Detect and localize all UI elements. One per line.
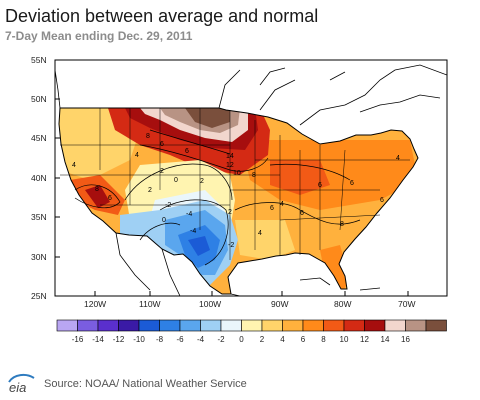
contour-labels: 8 6 6 14 12 10 8 4 4 2 0 2 2 6 8 6 6 4 -… xyxy=(72,133,400,249)
svg-text:6: 6 xyxy=(300,210,304,217)
legend-label: -16 xyxy=(72,335,84,344)
legend-swatch xyxy=(323,319,345,332)
svg-text:2: 2 xyxy=(148,187,152,194)
legend-label: -4 xyxy=(197,335,205,344)
svg-text:6: 6 xyxy=(380,197,384,204)
legend-swatch xyxy=(159,319,181,332)
svg-text:eia: eia xyxy=(9,380,26,394)
neighbor-coastlines xyxy=(55,64,447,296)
lon-label: 120W xyxy=(84,299,106,309)
contour-lines xyxy=(74,129,361,266)
source-note: Source: NOAA/ National Weather Service xyxy=(44,378,247,390)
map-subtitle: 7-Day Mean ending Dec. 29, 2011 xyxy=(5,29,193,43)
legend-label: 2 xyxy=(260,335,265,344)
footer: eia Source: NOAA/ National Weather Servi… xyxy=(0,368,480,396)
legend-swatch xyxy=(405,319,427,332)
svg-text:-4: -4 xyxy=(190,228,196,235)
legend-swatch xyxy=(220,319,242,332)
lon-label: 90W xyxy=(271,299,288,309)
legend-swatch xyxy=(241,319,263,332)
legend-swatch xyxy=(200,319,222,332)
svg-text:6: 6 xyxy=(318,182,322,189)
legend-swatch xyxy=(302,319,324,332)
svg-text:6: 6 xyxy=(270,205,274,212)
lat-label: 45N xyxy=(31,133,47,143)
legend-label: -6 xyxy=(176,335,184,344)
svg-text:12: 12 xyxy=(226,162,234,169)
legend-label: 8 xyxy=(321,335,326,344)
legend-swatch xyxy=(384,319,406,332)
legend-swatch xyxy=(179,319,201,332)
legend-swatch xyxy=(261,319,283,332)
lat-label: 50N xyxy=(31,94,47,104)
eia-logo: eia xyxy=(8,373,35,394)
svg-text:2: 2 xyxy=(160,168,164,175)
legend-swatch xyxy=(97,319,119,332)
svg-text:8: 8 xyxy=(252,172,256,179)
lat-label: 55N xyxy=(31,55,47,65)
legend-label: 14 xyxy=(381,335,390,344)
svg-text:-2: -2 xyxy=(228,242,234,249)
svg-text:-4: -4 xyxy=(186,211,192,218)
svg-text:0: 0 xyxy=(174,177,178,184)
svg-text:6: 6 xyxy=(350,180,354,187)
legend-swatch xyxy=(343,319,365,332)
lat-label: 40N xyxy=(31,173,47,183)
legend-label: 16 xyxy=(401,335,410,344)
us-outline xyxy=(58,107,419,295)
svg-text:6: 6 xyxy=(160,141,164,148)
lon-label: 100W xyxy=(199,299,221,309)
legend-swatch xyxy=(282,319,304,332)
lat-label: 30N xyxy=(31,252,47,262)
legend-label: 10 xyxy=(340,335,349,344)
legend-label: -2 xyxy=(217,335,225,344)
legend-label: 0 xyxy=(239,335,244,344)
svg-text:-2: -2 xyxy=(165,202,171,209)
lon-label: 70W xyxy=(398,299,415,309)
legend-label: -10 xyxy=(133,335,145,344)
state-boundaries xyxy=(60,108,410,260)
lat-label: 25N xyxy=(31,291,47,301)
legend-label: 4 xyxy=(280,335,285,344)
legend-label: 6 xyxy=(301,335,306,344)
legend-swatch xyxy=(56,319,78,332)
legend-swatch xyxy=(77,319,99,332)
svg-text:14: 14 xyxy=(226,153,234,160)
legend-swatch xyxy=(364,319,386,332)
svg-text:4: 4 xyxy=(135,152,139,159)
svg-text:0: 0 xyxy=(162,217,166,224)
svg-text:4: 4 xyxy=(396,155,400,162)
legend-label: -12 xyxy=(113,335,125,344)
svg-text:10: 10 xyxy=(233,170,241,177)
legend-label: -8 xyxy=(156,335,164,344)
legend-labels: -16 -14 -12 -10 -8 -6 -4 -2 0 2 4 6 8 10 12 14 16 xyxy=(72,335,411,344)
legend-label: 12 xyxy=(360,335,369,344)
color-legend: -16 -14 -12 -10 -8 -6 -4 -2 0 2 4 6 8 10 12 14 16 xyxy=(56,319,447,344)
legend-swatch xyxy=(425,319,447,332)
svg-text:4: 4 xyxy=(280,201,284,208)
legend-swatch xyxy=(138,319,160,332)
svg-text:4: 4 xyxy=(258,230,262,237)
temperature-deviation-map: 8 6 6 14 12 10 8 4 4 2 0 2 2 6 8 6 6 4 -… xyxy=(31,55,448,309)
svg-text:8: 8 xyxy=(146,133,150,140)
lat-label: 35N xyxy=(31,212,47,222)
latitude-axis: 55N 50N 45N 40N 35N 30N 25N xyxy=(31,55,60,301)
map-title: Deviation between average and normal xyxy=(5,6,319,26)
svg-text:6: 6 xyxy=(108,195,112,202)
svg-text:8: 8 xyxy=(340,221,344,228)
legend-label: -14 xyxy=(92,335,104,344)
longitude-axis: 120W 110W 100W 90W 80W 70W xyxy=(84,291,415,309)
lon-label: 80W xyxy=(334,299,351,309)
svg-text:4: 4 xyxy=(72,162,76,169)
svg-text:2: 2 xyxy=(228,209,232,216)
legend-swatch xyxy=(118,319,140,332)
svg-text:6: 6 xyxy=(185,148,189,155)
lon-label: 110W xyxy=(139,299,161,309)
svg-text:2: 2 xyxy=(200,178,204,185)
legend-swatches xyxy=(56,319,447,332)
svg-text:8: 8 xyxy=(95,186,99,193)
